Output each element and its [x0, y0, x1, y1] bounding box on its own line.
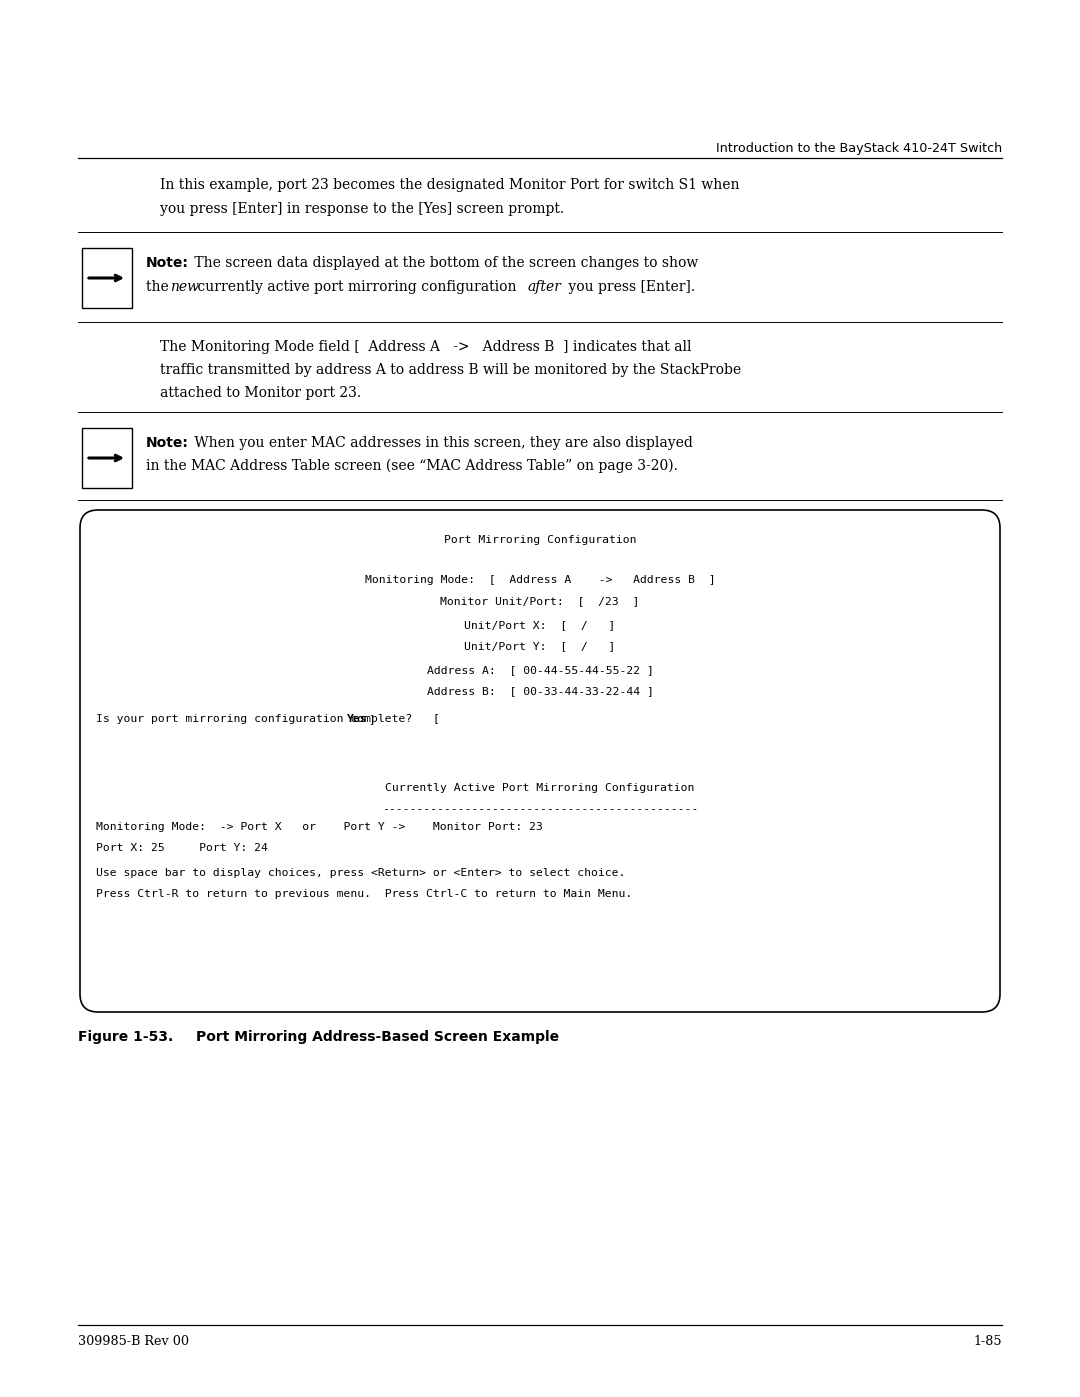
Text: Port Mirroring Configuration: Port Mirroring Configuration — [444, 535, 636, 545]
Text: new: new — [170, 279, 199, 293]
Text: Press Ctrl-R to return to previous menu.  Press Ctrl-C to return to Main Menu.: Press Ctrl-R to return to previous menu.… — [96, 888, 632, 900]
Text: The screen data displayed at the bottom of the screen changes to show: The screen data displayed at the bottom … — [190, 256, 699, 270]
Text: Port Mirroring Address-Based Screen Example: Port Mirroring Address-Based Screen Exam… — [195, 1030, 559, 1044]
Text: Monitoring Mode:  [  Address A    ->   Address B  ]: Monitoring Mode: [ Address A -> Address … — [365, 576, 715, 585]
Text: Is your port mirroring configuration complete?   [: Is your port mirroring configuration com… — [96, 714, 447, 724]
Text: 309985-B Rev 00: 309985-B Rev 00 — [78, 1336, 189, 1348]
FancyBboxPatch shape — [82, 427, 132, 488]
Text: traffic transmitted by address A to address B will be monitored by the StackProb: traffic transmitted by address A to addr… — [160, 363, 741, 377]
Text: Address B:  [ 00-33-44-33-22-44 ]: Address B: [ 00-33-44-33-22-44 ] — [427, 686, 653, 696]
Text: In this example, port 23 becomes the designated Monitor Port for switch S1 when: In this example, port 23 becomes the des… — [160, 177, 740, 191]
Text: Address A:  [ 00-44-55-44-55-22 ]: Address A: [ 00-44-55-44-55-22 ] — [427, 665, 653, 675]
FancyBboxPatch shape — [82, 249, 132, 307]
Text: Currently Active Port Mirroring Configuration: Currently Active Port Mirroring Configur… — [386, 782, 694, 793]
Text: Monitor Unit/Port:  [  /23  ]: Monitor Unit/Port: [ /23 ] — [441, 597, 639, 606]
Text: the: the — [146, 279, 173, 293]
Text: currently active port mirroring configuration: currently active port mirroring configur… — [193, 279, 521, 293]
Text: Unit/Port X:  [  /   ]: Unit/Port X: [ / ] — [464, 620, 616, 630]
Text: Port X: 25     Port Y: 24: Port X: 25 Port Y: 24 — [96, 842, 268, 854]
Text: in the MAC Address Table screen (see “MAC Address Table” on page 3-20).: in the MAC Address Table screen (see “MA… — [146, 460, 678, 474]
Text: Note:: Note: — [146, 256, 189, 270]
FancyBboxPatch shape — [80, 510, 1000, 1011]
Text: Use space bar to display choices, press <Return> or <Enter> to select choice.: Use space bar to display choices, press … — [96, 868, 625, 877]
Text: after: after — [528, 279, 562, 293]
Text: ----------------------------------------------: ----------------------------------------… — [382, 805, 698, 814]
Text: attached to Monitor port 23.: attached to Monitor port 23. — [160, 386, 361, 400]
Text: Introduction to the BayStack 410-24T Switch: Introduction to the BayStack 410-24T Swi… — [716, 142, 1002, 155]
Text: When you enter MAC addresses in this screen, they are also displayed: When you enter MAC addresses in this scr… — [190, 436, 693, 450]
Text: 1-85: 1-85 — [973, 1336, 1002, 1348]
Text: Note:: Note: — [146, 436, 189, 450]
Text: you press [Enter] in response to the [Yes] screen prompt.: you press [Enter] in response to the [Ye… — [160, 203, 564, 217]
Text: you press [Enter].: you press [Enter]. — [564, 279, 696, 293]
Text: The Monitoring Mode field [  Address A   ->   Address B  ] indicates that all: The Monitoring Mode field [ Address A ->… — [160, 339, 691, 353]
Text: ]: ] — [362, 714, 376, 724]
Text: Yes: Yes — [347, 714, 367, 724]
Text: Unit/Port Y:  [  /   ]: Unit/Port Y: [ / ] — [464, 641, 616, 651]
Text: Monitoring Mode:  -> Port X   or    Port Y ->    Monitor Port: 23: Monitoring Mode: -> Port X or Port Y -> … — [96, 821, 543, 833]
Text: Figure 1-53.: Figure 1-53. — [78, 1030, 173, 1044]
